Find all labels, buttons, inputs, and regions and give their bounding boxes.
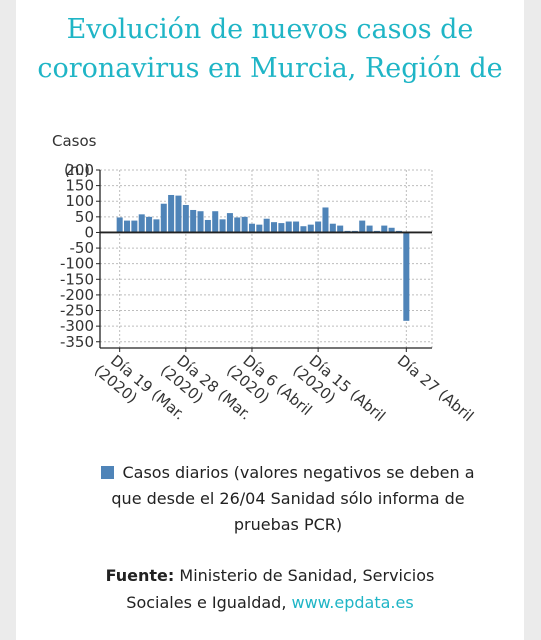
chart-legend: Casos diarios (valores negativos se debe… [68, 460, 508, 538]
bar [168, 194, 175, 233]
bar [366, 225, 373, 233]
y-tick-label: -100 [60, 255, 94, 273]
bar [226, 213, 233, 233]
chart-title-line-1: Evolución de nuevos casos de [66, 14, 474, 45]
bar [381, 225, 388, 233]
bar [307, 224, 314, 233]
chart-title-line-2: coronavirus en Murcia, Región de [37, 53, 503, 84]
bar [146, 216, 153, 233]
source-note: Fuente: Ministerio de Sanidad, Servicios… [16, 562, 524, 616]
y-tick-label: -150 [60, 270, 94, 288]
x-tick-label: Día 19 (Mar.(2020) [91, 351, 189, 423]
bar [300, 226, 307, 233]
bar [234, 217, 241, 233]
y-tick-label: 0 [84, 223, 94, 241]
bar [241, 216, 248, 233]
bar [248, 223, 255, 233]
chart-card: Evolución de nuevos casos de coronavirus… [16, 0, 524, 640]
bar [160, 203, 167, 233]
source-text-2: Sociales e Igualdad, [126, 593, 287, 612]
y-tick-label: 150 [65, 177, 94, 195]
source-link[interactable]: www.epdata.es [291, 593, 414, 612]
y-tick-label: -350 [60, 333, 94, 351]
y-tick-label: 50 [75, 208, 94, 226]
y-axis-unit: (n.) [64, 161, 90, 179]
y-tick-label: -300 [60, 317, 94, 335]
bar [403, 232, 410, 321]
bar [388, 227, 395, 233]
chart-title: Evolución de nuevos casos de coronavirus… [16, 10, 524, 88]
bar [293, 221, 300, 233]
y-tick-label: -50 [70, 239, 95, 257]
bar [285, 221, 292, 233]
bar [131, 220, 138, 233]
bar [197, 211, 204, 233]
y-tick-label: -250 [60, 302, 94, 320]
y-tick-label: -200 [60, 286, 94, 304]
bar [278, 223, 285, 233]
chart-grid [100, 169, 433, 348]
legend-line-1: Casos diarios (valores negativos se debe… [122, 463, 475, 482]
x-tick-label: Día 27 (Abril [394, 351, 477, 425]
y-tick-label: 100 [65, 192, 94, 210]
legend-swatch [101, 466, 115, 479]
x-tick-label: Día 28 (Mar.(2020) [157, 351, 255, 423]
y-tick-label: 200 [65, 161, 94, 179]
bar [219, 219, 226, 233]
bar [138, 214, 145, 233]
chart-bars [116, 194, 410, 321]
bar [359, 220, 366, 233]
bar [329, 223, 336, 233]
bar [322, 207, 329, 233]
chart-axes [96, 169, 432, 352]
y-axis-label: Casos [52, 132, 97, 150]
legend-line-3: pruebas PCR) [233, 515, 343, 534]
x-tick-label-line-1: Día 27 (Abril [394, 351, 477, 425]
bar [153, 219, 160, 233]
legend-line-2: que desde el 26/04 Sanidad sólo informa … [111, 489, 465, 508]
x-tick-label: Día 15 (Abril(2020) [289, 351, 388, 425]
bar [124, 220, 131, 233]
bar [182, 204, 189, 233]
bar [204, 219, 211, 233]
bar [256, 224, 263, 233]
source-text-1: Ministerio de Sanidad, Servicios [179, 566, 435, 585]
bar [175, 195, 182, 233]
bar [263, 218, 270, 233]
bar [337, 225, 344, 233]
bar [212, 211, 219, 233]
source-label: Fuente: [105, 566, 175, 585]
x-tick-labels: Día 19 (Mar.(2020) Día 28 (Mar.(2020) Día … [91, 351, 477, 425]
bar-chart: 200150100500-50-100-150-200-250-300-350 … [52, 132, 477, 425]
bar [271, 222, 278, 233]
bar [116, 217, 123, 233]
x-tick-label: Día 6 (Abril(2020) [223, 351, 315, 419]
bar [190, 209, 197, 233]
bar [315, 221, 322, 233]
